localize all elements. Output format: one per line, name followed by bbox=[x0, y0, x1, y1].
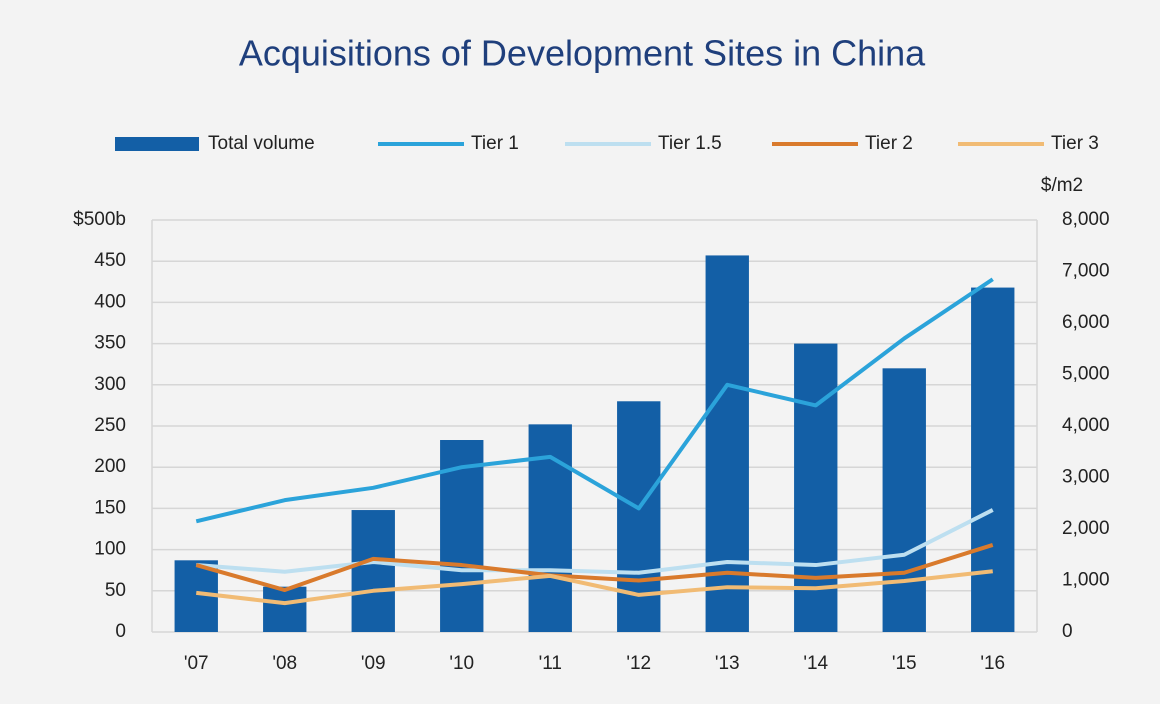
bar bbox=[882, 368, 926, 632]
y2-tick-label: 5,000 bbox=[1062, 364, 1110, 385]
y-tick-label: 400 bbox=[94, 291, 126, 312]
legend-swatch bbox=[115, 137, 199, 151]
bar bbox=[971, 287, 1015, 632]
legend-label: Tier 1.5 bbox=[658, 133, 722, 154]
y-tick-label: 250 bbox=[94, 415, 126, 436]
y2-tick-label: 8,000 bbox=[1062, 209, 1110, 230]
y-tick-label: 300 bbox=[94, 374, 126, 395]
legend-label: Tier 2 bbox=[865, 133, 913, 154]
y2-tick-label: 2,000 bbox=[1062, 518, 1110, 539]
y2-axis-label: $/m2 bbox=[1041, 175, 1083, 196]
x-tick-label: '12 bbox=[626, 653, 651, 674]
line bbox=[196, 508, 994, 575]
bar bbox=[351, 510, 395, 632]
bar bbox=[705, 255, 749, 632]
legend-label: Tier 1 bbox=[471, 133, 519, 154]
bar bbox=[794, 343, 838, 632]
x-tick-label: '13 bbox=[715, 653, 740, 674]
y-tick-label: 200 bbox=[94, 456, 126, 477]
y-tick-label: 100 bbox=[94, 539, 126, 560]
x-tick-label: '07 bbox=[184, 653, 209, 674]
x-tick-label: '08 bbox=[272, 653, 297, 674]
x-tick-label: '14 bbox=[803, 653, 828, 674]
y-tick-label: 50 bbox=[105, 580, 126, 601]
x-tick-label: '10 bbox=[449, 653, 474, 674]
y-tick-label: 150 bbox=[94, 497, 126, 518]
y2-tick-label: 3,000 bbox=[1062, 467, 1110, 488]
bar bbox=[617, 401, 661, 632]
x-tick-label: '15 bbox=[892, 653, 917, 674]
y2-tick-label: 6,000 bbox=[1062, 312, 1110, 333]
chart-title: Acquisitions of Development Sites in Chi… bbox=[239, 33, 926, 74]
y-tick-label: 450 bbox=[94, 250, 126, 271]
y2-tick-label: 0 bbox=[1062, 621, 1073, 642]
line bbox=[195, 277, 994, 524]
x-tick-label: '16 bbox=[980, 653, 1005, 674]
line bbox=[196, 569, 993, 606]
y-tick-label: $500b bbox=[73, 209, 126, 230]
bar bbox=[263, 586, 307, 632]
x-tick-label: '11 bbox=[539, 653, 562, 674]
y2-tick-label: 7,000 bbox=[1062, 261, 1110, 282]
line bbox=[195, 543, 994, 593]
legend-label: Tier 3 bbox=[1051, 133, 1099, 154]
y-tick-label: 0 bbox=[115, 621, 126, 642]
y-tick-label: 350 bbox=[94, 333, 126, 354]
y2-tick-label: 1,000 bbox=[1062, 570, 1110, 591]
x-tick-label: '09 bbox=[361, 653, 386, 674]
y2-tick-label: 4,000 bbox=[1062, 415, 1110, 436]
legend-label: Total volume bbox=[208, 133, 315, 154]
